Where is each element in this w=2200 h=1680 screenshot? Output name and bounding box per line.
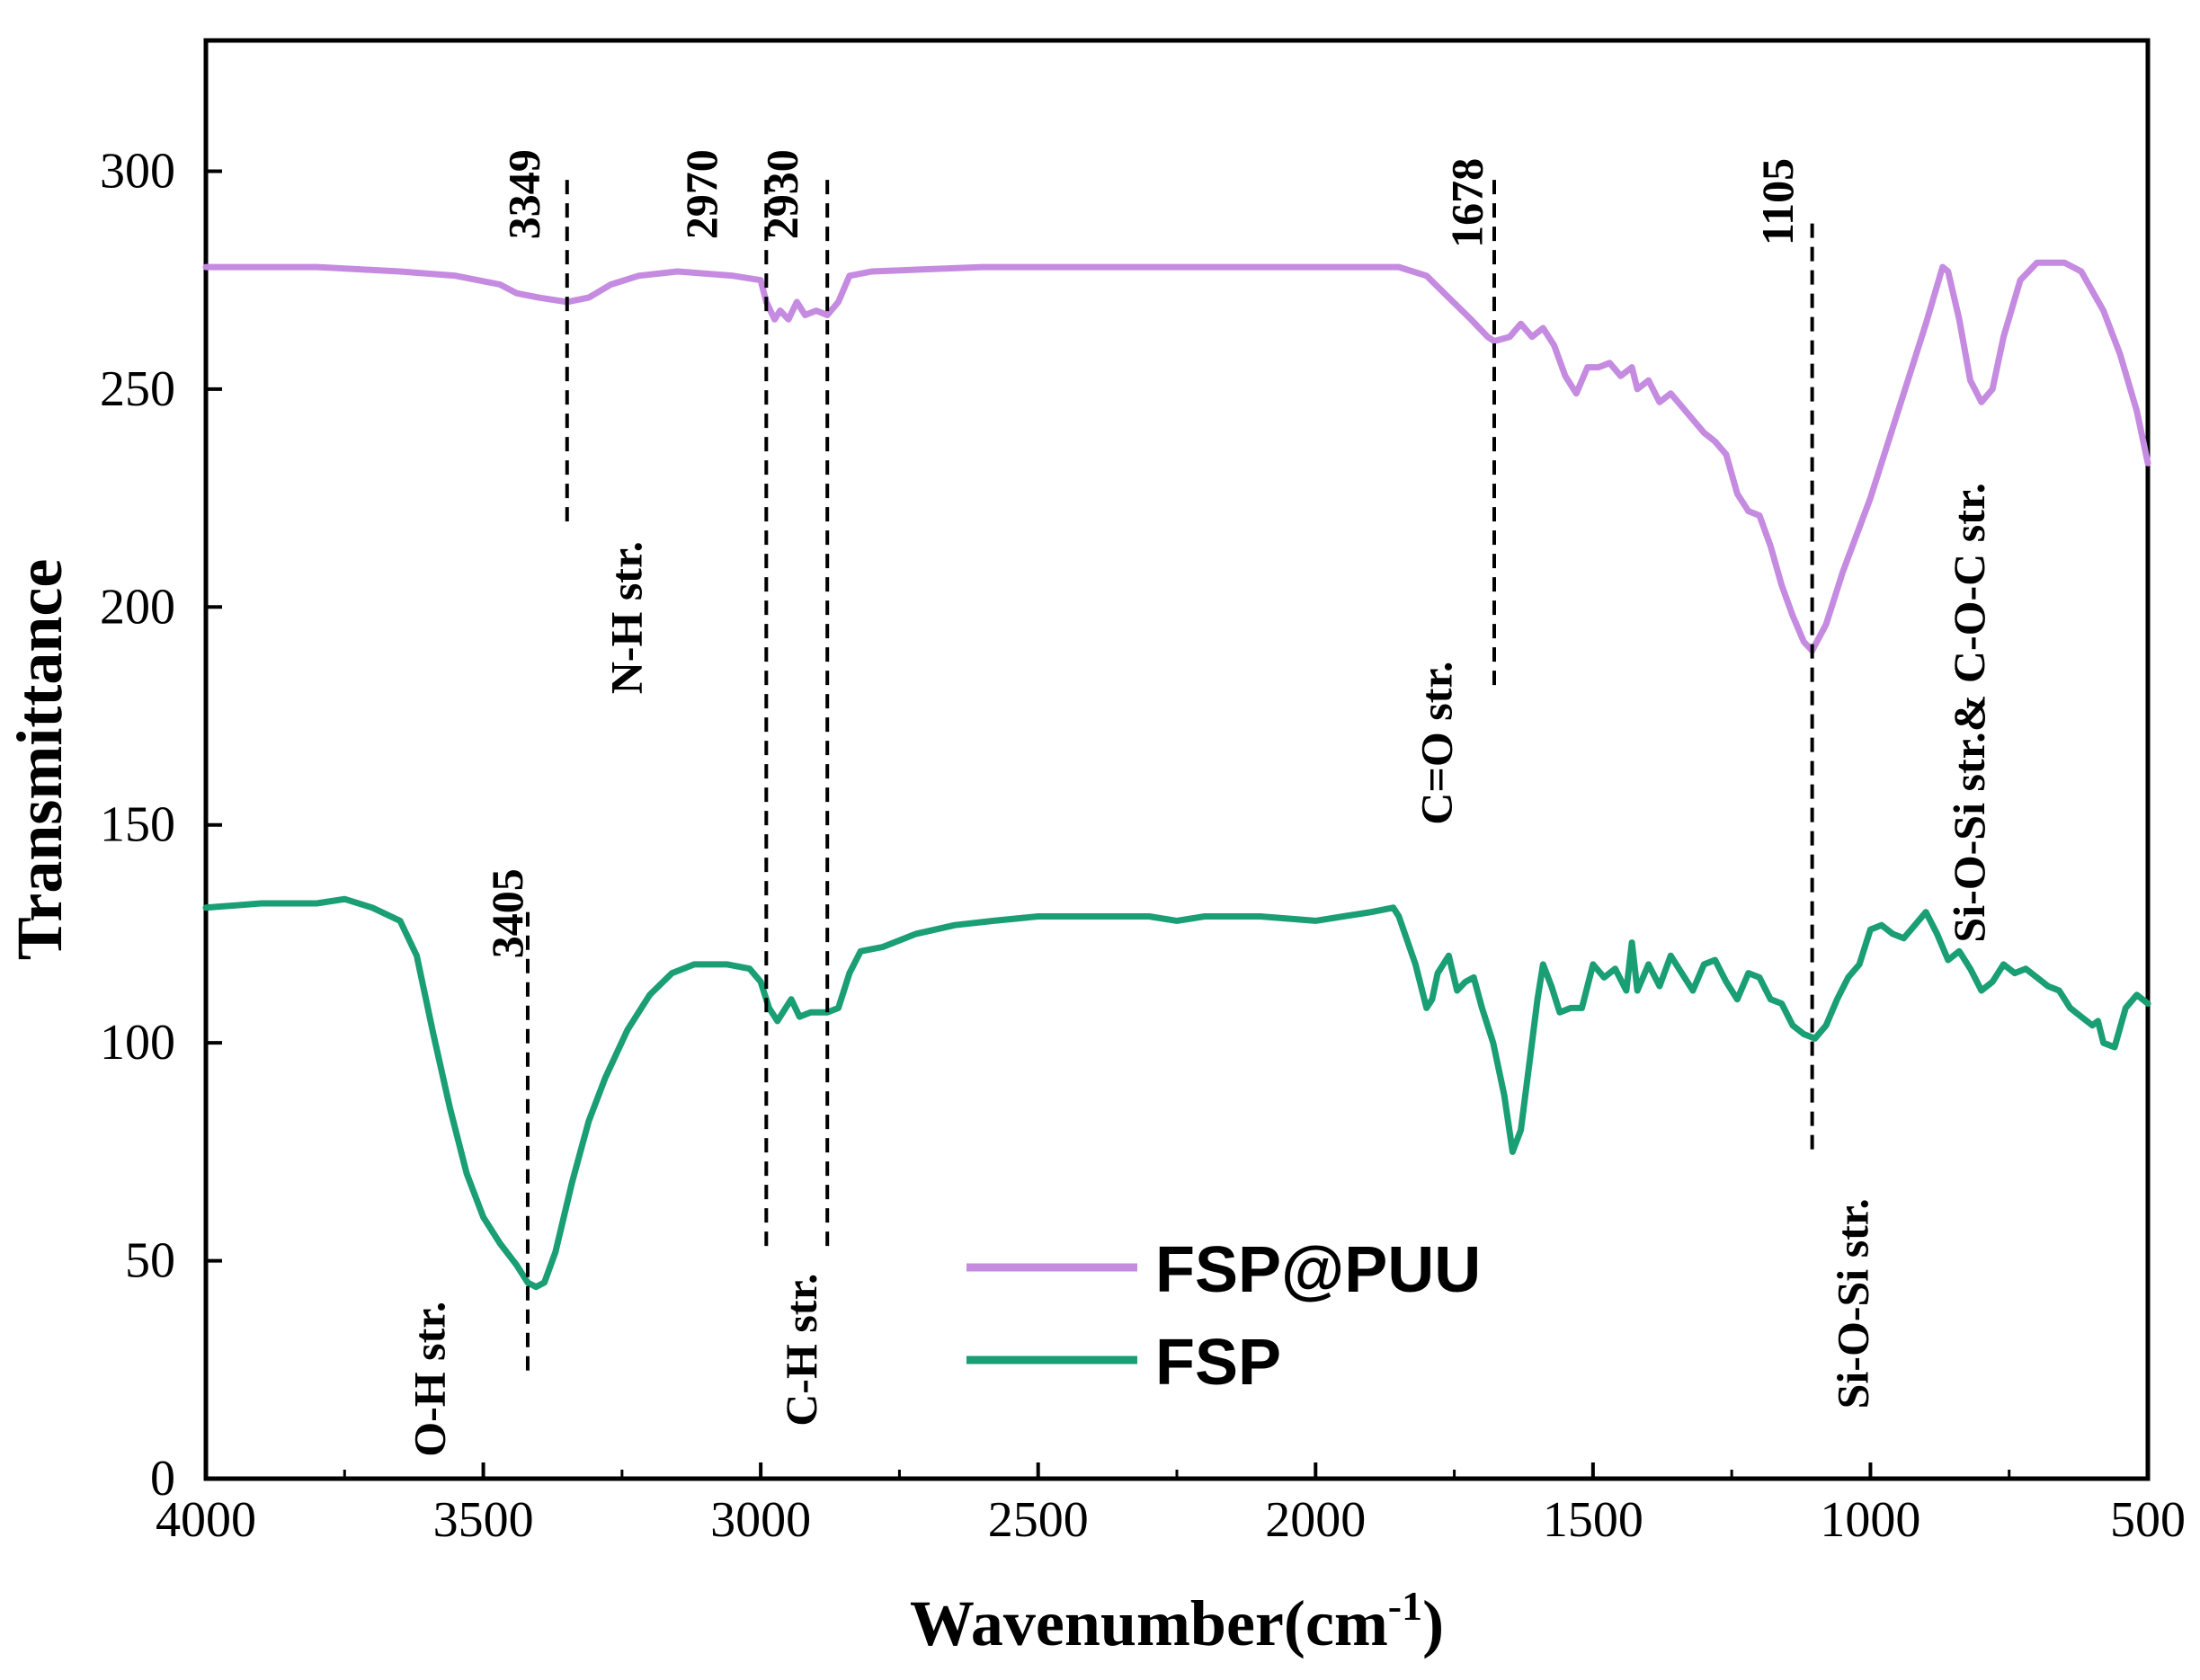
x-tick-label: 1500 xyxy=(1543,1492,1643,1548)
x-tick-label: 500 xyxy=(2110,1492,2186,1548)
series-group xyxy=(202,259,2151,1291)
x-axis-title: Wavenumber(cm-1) xyxy=(910,1583,1444,1659)
annotation-label: 2970 xyxy=(676,149,726,239)
x-tick-label: 1000 xyxy=(1820,1492,1920,1548)
x-axis-title-close: ) xyxy=(1422,1587,1444,1659)
series-line-fsp xyxy=(202,895,2151,1291)
legend-label-fsp: FSP xyxy=(1155,1327,1281,1399)
annotation-label: 2930 xyxy=(756,149,806,239)
x-tick-label: 3500 xyxy=(433,1492,534,1548)
y-tick-label: 300 xyxy=(100,143,175,199)
y-tick-label: 150 xyxy=(100,797,175,853)
annotation-label: C=O str. xyxy=(1412,661,1462,824)
y-tick-label: 50 xyxy=(125,1233,175,1289)
annotation-label: C-H str. xyxy=(776,1273,826,1426)
annotation-label: N-H str. xyxy=(601,541,652,694)
x-tick-label: 3000 xyxy=(710,1492,811,1548)
x-axis-title-main: Wavenumber(cm xyxy=(910,1587,1388,1659)
y-tick-label: 100 xyxy=(100,1015,175,1071)
legend: FSP@PUU FSP xyxy=(966,1234,1481,1399)
annotation-label: O-H str. xyxy=(404,1302,454,1457)
annotation-label: 1678 xyxy=(1441,158,1492,248)
y-tick-label: 200 xyxy=(100,579,175,635)
x-tick-label: 2500 xyxy=(988,1492,1089,1548)
annotation-label: 3405 xyxy=(482,868,532,958)
x-axis-title-sup: -1 xyxy=(1388,1583,1422,1629)
y-tick-label: 250 xyxy=(100,361,175,417)
annotation-label: 3349 xyxy=(498,149,548,239)
x-tick-label: 2000 xyxy=(1265,1492,1366,1548)
y-tick-label: 0 xyxy=(150,1451,175,1507)
x-tick-label: 4000 xyxy=(156,1492,256,1548)
y-axis-title: Transmittance xyxy=(4,559,76,961)
annotations-group: 3349 2970 2930 1678 1105 3405 N-H str. C=O str.… xyxy=(404,149,1993,1457)
annotation-label: Si-O-Si str. xyxy=(1827,1198,1877,1409)
annotation-label: 1105 xyxy=(1752,158,1803,245)
series-line-fsp-puu xyxy=(202,259,2151,654)
axis-ticks: 4000 3500 3000 2500 2000 1500 1000 500 0 50 100 150… xyxy=(100,143,2186,1548)
annotation-label: Si-O-Si str.& C-O-C str. xyxy=(1944,483,1994,943)
legend-label-fsp-puu: FSP@PUU xyxy=(1155,1234,1481,1306)
